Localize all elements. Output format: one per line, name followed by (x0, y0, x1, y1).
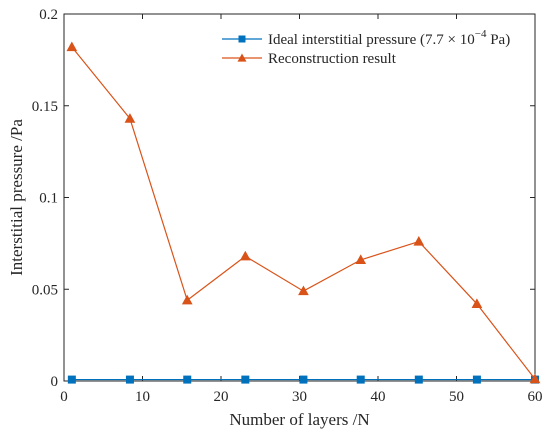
legend-item-ideal: Ideal interstitial pressure (7.7 × 10−4 … (222, 28, 510, 48)
plot-area (63, 13, 536, 382)
series-reconstruction (66, 41, 541, 384)
data-point-triangle (239, 250, 251, 261)
x-tick-label: 30 (292, 389, 307, 405)
x-tick-label: 0 (60, 389, 68, 405)
y-tick-label: 0.2 (39, 7, 58, 23)
legend-item-reconstruction: Reconstruction result (222, 51, 397, 67)
data-point-square (67, 375, 76, 384)
data-point-triangle (66, 41, 78, 52)
legend-swatch-square-marker (238, 35, 246, 43)
x-tick-label: 40 (371, 389, 386, 405)
y-tick-label: 0.15 (32, 99, 58, 115)
data-point-square (414, 375, 423, 384)
x-axis-ticks: 0 10 20 30 40 50 60 (60, 14, 543, 405)
legend-box (217, 27, 531, 69)
series-ideal (67, 375, 539, 384)
legend-label-ideal: Ideal interstitial pressure (7.7 × 10−4 … (268, 28, 510, 48)
data-point-triangle (471, 298, 483, 309)
legend-label-ideal-main: Ideal interstitial pressure (7.7 × 10 (268, 32, 475, 48)
data-point-square (183, 375, 192, 384)
x-tick-label: 20 (214, 389, 229, 405)
legend-label-reconstruction: Reconstruction result (268, 51, 397, 67)
y-tick-label: 0.05 (32, 282, 58, 298)
legend: Ideal interstitial pressure (7.7 × 10−4 … (217, 27, 531, 69)
y-tick-label: 0.1 (39, 191, 58, 207)
legend-label-ideal-unit: Pa) (486, 32, 510, 48)
data-point-triangle (529, 373, 541, 384)
data-point-square (241, 375, 250, 384)
data-point-square (472, 375, 481, 384)
y-axis-label: Interstitial pressure /Pa (7, 119, 26, 276)
series-line (71, 46, 536, 380)
data-point-square (125, 375, 134, 384)
x-tick-label: 60 (528, 389, 543, 405)
data-point-triangle (181, 294, 193, 305)
x-tick-label: 10 (135, 389, 150, 405)
data-point-triangle (413, 236, 425, 246)
data-point-triangle (124, 113, 136, 123)
x-tick-label: 50 (449, 389, 464, 405)
data-point-square (356, 375, 365, 384)
legend-label-ideal-exponent: −4 (475, 28, 487, 40)
x-axis-label: Number of layers /N (229, 410, 369, 429)
legend-swatch-triangle-marker (237, 53, 247, 62)
y-axis-ticks: 0 0.05 0.1 0.15 0.2 (32, 7, 535, 390)
series-layer (66, 41, 541, 384)
data-point-triangle (298, 285, 309, 296)
data-point-triangle (355, 254, 367, 264)
axes (63, 13, 536, 382)
y-tick-label: 0 (51, 374, 59, 390)
data-point-square (299, 375, 308, 384)
